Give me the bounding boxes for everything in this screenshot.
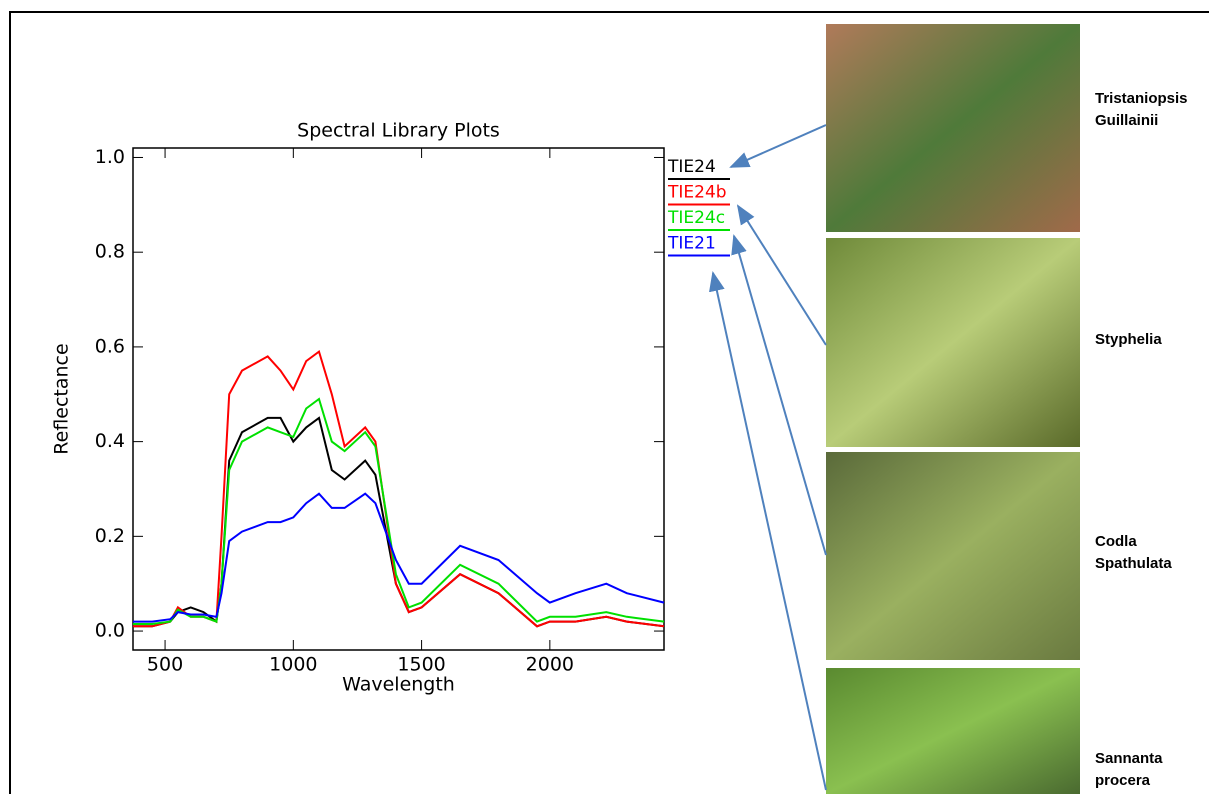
photo-label: Codla — [1095, 533, 1137, 550]
photo — [826, 238, 1080, 447]
photo — [826, 24, 1080, 232]
photo — [826, 452, 1080, 660]
series-line — [133, 492, 665, 623]
photo — [826, 668, 1080, 794]
x-tick-label: 1000 — [269, 654, 317, 676]
y-tick-label: 0.0 — [95, 620, 125, 642]
arrow — [729, 124, 827, 168]
arrow — [736, 204, 827, 346]
y-tick-label: 0.2 — [95, 525, 125, 547]
photo-label: Guillainii — [1095, 112, 1158, 129]
x-axis-label: Wavelength — [342, 674, 455, 696]
x-tick-label: 1500 — [397, 654, 445, 676]
photo-label: Spathulata — [1095, 555, 1172, 572]
photo-label: Styphelia — [1095, 331, 1162, 348]
y-tick-label: 0.8 — [95, 241, 125, 263]
x-tick-label: 2000 — [526, 654, 574, 676]
arrow — [731, 234, 827, 556]
y-tick-label: 0.6 — [95, 335, 125, 357]
legend-label: TIE24 — [667, 157, 716, 177]
y-axis-label: Reflectance — [51, 343, 73, 454]
x-tick-label: 500 — [147, 654, 183, 676]
series-line — [133, 416, 665, 628]
y-tick-label: 1.0 — [95, 146, 125, 168]
photo-label: procera — [1095, 772, 1151, 789]
legend-label: TIE24c — [667, 208, 725, 228]
arrow — [709, 271, 827, 791]
chart-title: Spectral Library Plots — [297, 120, 500, 142]
frame — [9, 11, 1209, 794]
series-line — [133, 349, 665, 628]
photo-label: Tristaniopsis — [1095, 90, 1188, 107]
legend-label: TIE21 — [667, 234, 716, 254]
photo-label: Sannanta — [1095, 750, 1163, 767]
y-tick-label: 0.4 — [95, 430, 125, 452]
plot-frame — [132, 147, 665, 651]
series-line — [133, 397, 665, 625]
legend-label: TIE24b — [667, 183, 727, 203]
